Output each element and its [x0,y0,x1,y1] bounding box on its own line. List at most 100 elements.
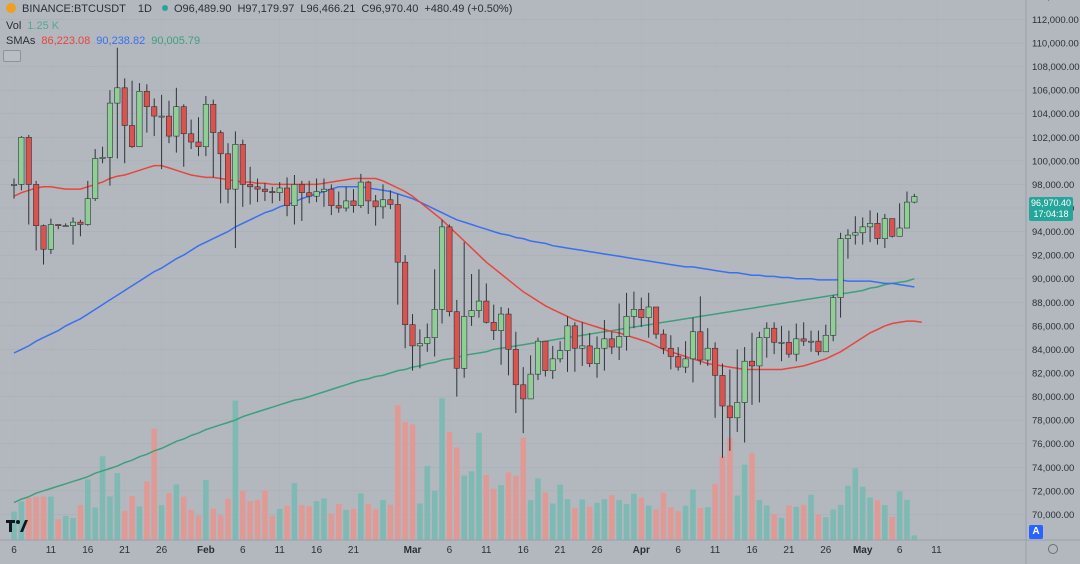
candle-down [365,181,372,202]
volume-bar [911,535,918,540]
volume-bar [490,488,497,540]
candle-up [837,238,844,298]
candle-down [785,342,792,355]
candle-up [173,106,180,137]
time-tick-label: 11 [931,545,942,556]
candle-up [793,338,800,355]
price-tick-label: 92,000.00 [1032,251,1074,262]
sma-legend[interactable]: SMAs 86,223.08 90,238.82 90,005.79 [6,35,206,47]
volume-bar [299,505,305,540]
candle-down [25,136,32,185]
time-tick-label: 6 [447,545,453,556]
volume-bar [18,501,25,540]
time-tick-label: 6 [11,545,17,556]
auto-scale-button[interactable]: A [1029,525,1043,539]
candle-down [328,188,335,206]
candle-up [616,336,623,348]
candle-up [549,358,556,371]
time-tick-label: Apr [633,545,650,556]
candle-up [136,91,143,148]
candle-up [291,184,298,206]
candle-down [402,261,409,325]
time-tick-label: 21 [783,545,795,556]
price-tick-label: 80,000.00 [1032,392,1074,403]
volume-bar [151,428,158,540]
volume-bar [719,456,726,540]
candle-up [623,316,630,337]
volume-bar [535,478,541,540]
candle-down [188,133,195,143]
volume-bar [793,506,800,540]
volume-bar [99,456,106,540]
candle-up [601,338,608,349]
candle-down [247,184,254,188]
candle-up [70,221,77,226]
candle-up [778,342,785,344]
volume-bar [859,486,866,540]
candle-down [409,324,416,347]
volume-value: 1.25 K [27,20,60,32]
volume-bar [417,503,423,540]
volume-bar [291,483,298,540]
candle-up [424,337,431,344]
volume-bar [882,505,888,540]
volume-bar [823,517,829,540]
time-axis[interactable]: 6 11 16 21 26 Feb 6 11 16 21 Mar 6 11 16 21 26 Apr 6 11 16 2… [11,545,942,556]
volume-bar [682,505,689,540]
volume-bar [239,490,246,540]
volume-bar [808,494,814,540]
candle-down [889,218,896,237]
volume-bar [645,505,652,540]
volume-bar [180,496,187,540]
volume-bar [756,499,763,540]
sma-red-value: 86,223.08 [41,35,91,47]
volume-bar [616,500,622,540]
candle-up [852,232,859,236]
candle-up [343,200,350,209]
candle-up [911,196,918,203]
price-tick-label: 104,000.00 [1032,109,1080,120]
candle-down [55,224,62,226]
volume-bar [380,500,386,540]
candle-down [298,184,305,193]
volume-bar [358,493,364,540]
price-tick-label: 74,000.00 [1032,463,1074,474]
collapse-legend-button[interactable] [3,50,21,62]
volume-bar [454,447,460,540]
time-tick-label: Mar [404,545,422,556]
interval-label[interactable]: 1D [137,3,152,15]
volume-bar [446,431,453,540]
volume-bar [623,504,630,540]
volume-bar [136,506,143,540]
candle-down [571,325,578,349]
settings-icon[interactable] [1048,544,1058,554]
volume-bar [845,485,851,540]
volume-bar [572,507,578,540]
low-label: L [300,3,307,15]
time-tick-label: 6 [897,545,903,556]
candle-up [99,157,106,159]
candle-up [534,340,541,375]
volume-bar [712,483,718,540]
time-tick-label: 21 [555,545,567,556]
candle-down [505,313,512,350]
candle-down [387,199,394,205]
candle-up [859,226,866,234]
symbol-name[interactable]: BINANCE:BTCUSDT [22,3,126,15]
volume-bar [468,471,475,540]
price-tick-label: 100,000.00 [1032,156,1080,167]
volume-legend[interactable]: Vol 1.25 K [6,20,65,32]
volume-bar [778,517,785,540]
symbol-legend[interactable]: BINANCE:BTCUSDT 1D O96,489.90 H97,179.97 L96… [6,3,518,15]
candle-down [490,322,497,331]
candle-up [475,300,482,311]
volume-bar [527,500,534,540]
price-axis[interactable]: 70,000.00 72,000.00 74,000.00 76,000.00 78,0… [1032,0,1080,521]
candlesticks [11,47,918,458]
candle-down [239,144,246,185]
time-tick-label: 11 [274,545,285,556]
time-tick-label: 16 [518,545,530,556]
price-tick-label: 102,000.00 [1032,133,1080,144]
volume-bar [549,503,556,540]
